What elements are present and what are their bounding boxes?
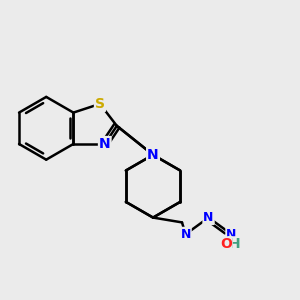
Text: N: N xyxy=(226,228,237,241)
Text: N: N xyxy=(147,148,159,162)
Text: N: N xyxy=(99,137,111,151)
Text: N: N xyxy=(203,211,214,224)
Text: S: S xyxy=(95,97,105,111)
Text: N: N xyxy=(180,228,191,241)
Text: H: H xyxy=(229,237,240,251)
Text: O: O xyxy=(220,237,232,251)
Text: N: N xyxy=(147,148,159,162)
